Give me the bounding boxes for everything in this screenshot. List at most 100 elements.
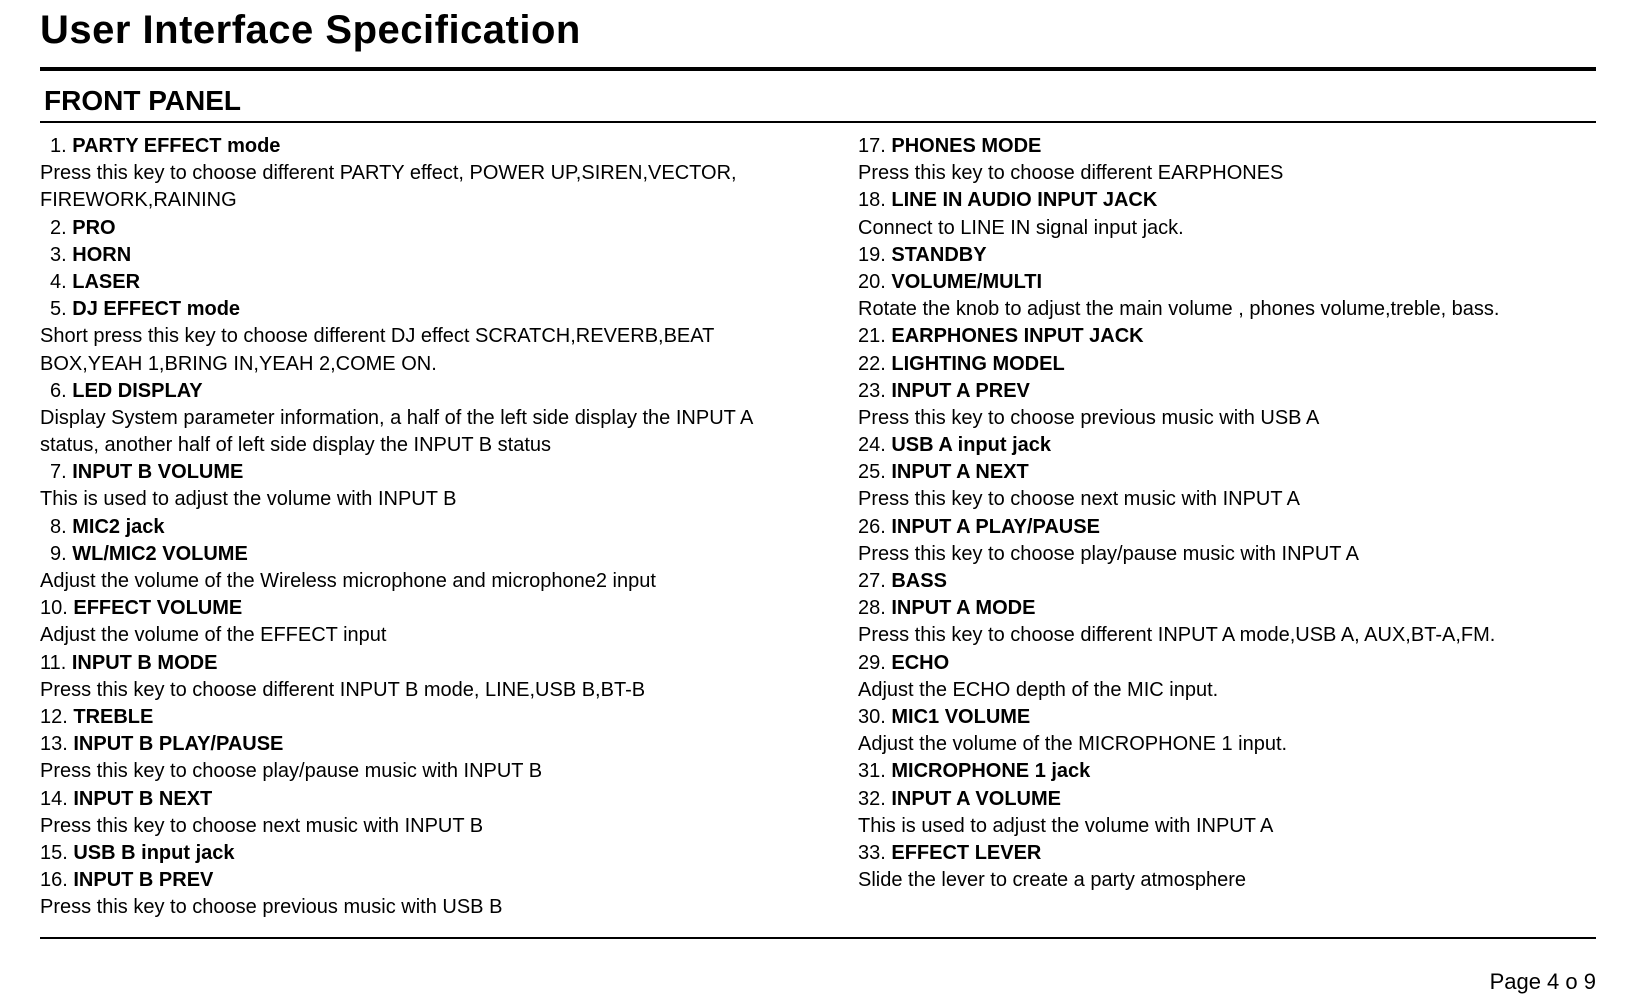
item-title: TREBLE — [73, 706, 153, 728]
item-title: INPUT A MODE — [891, 597, 1035, 619]
list-item: 30. MIC1 VOLUME — [858, 704, 1596, 731]
list-item: 28. INPUT A MODE — [858, 595, 1596, 622]
item-number: 1. — [40, 135, 72, 157]
item-number: 27. — [858, 570, 891, 592]
item-title: INPUT A NEXT — [891, 461, 1028, 483]
item-number: 11. — [40, 652, 72, 674]
item-number: 19. — [858, 244, 891, 266]
item-number: 25. — [858, 461, 891, 483]
item-description: Display System parameter information, a … — [40, 405, 778, 459]
list-item: 17. PHONES MODE — [858, 133, 1596, 160]
item-number: 15. — [40, 842, 73, 864]
item-number: 26. — [858, 516, 891, 538]
item-title: EFFECT LEVER — [891, 842, 1041, 864]
list-item: 6. LED DISPLAY — [40, 378, 778, 405]
item-title: INPUT B PLAY/PAUSE — [73, 733, 283, 755]
list-item: 1. PARTY EFFECT mode — [40, 133, 778, 160]
item-number: 32. — [858, 788, 891, 810]
list-item: 22. LIGHTING MODEL — [858, 351, 1596, 378]
list-item: 29. ECHO — [858, 650, 1596, 677]
item-description: Press this key to choose next music with… — [858, 486, 1596, 513]
list-item: 27. BASS — [858, 568, 1596, 595]
item-number: 4. — [40, 271, 72, 293]
item-title: USB A input jack — [891, 434, 1051, 456]
item-description: Rotate the knob to adjust the main volum… — [858, 296, 1596, 323]
item-title: EARPHONES INPUT JACK — [891, 325, 1143, 347]
list-item: 4. LASER — [40, 269, 778, 296]
item-title: INPUT B PREV — [73, 869, 213, 891]
item-title: PHONES MODE — [891, 135, 1041, 157]
list-item: 11. INPUT B MODE — [40, 650, 778, 677]
footer-divider — [40, 937, 1596, 939]
item-title: LED DISPLAY — [72, 380, 202, 402]
item-description: Press this key to choose previous music … — [40, 894, 778, 921]
item-number: 22. — [858, 353, 891, 375]
list-item: 20. VOLUME/MULTI — [858, 269, 1596, 296]
list-item: 9. WL/MIC2 VOLUME — [40, 541, 778, 568]
item-title: WL/MIC2 VOLUME — [72, 543, 248, 565]
list-item: 33. EFFECT LEVER — [858, 840, 1596, 867]
list-item: 24. USB A input jack — [858, 432, 1596, 459]
item-title: LINE IN AUDIO INPUT JACK — [891, 189, 1157, 211]
list-item: 2. PRO — [40, 215, 778, 242]
item-title: USB B input jack — [73, 842, 234, 864]
item-number: 20. — [858, 271, 891, 293]
item-number: 23. — [858, 380, 891, 402]
content-columns: 1. PARTY EFFECT mode Press this key to ch… — [40, 133, 1596, 921]
item-description: Press this key to choose different INPUT… — [40, 677, 778, 704]
item-title: MIC1 VOLUME — [891, 706, 1030, 728]
section-title: FRONT PANEL — [44, 85, 1596, 117]
item-number: 21. — [858, 325, 891, 347]
item-title: INPUT A PLAY/PAUSE — [891, 516, 1100, 538]
item-title: LIGHTING MODEL — [891, 353, 1064, 375]
item-title: STANDBY — [891, 244, 986, 266]
item-title: INPUT A VOLUME — [891, 788, 1061, 810]
list-item: 19. STANDBY — [858, 242, 1596, 269]
right-column: 17. PHONES MODEPress this key to choose … — [858, 133, 1596, 921]
item-description: This is used to adjust the volume with I… — [40, 486, 778, 513]
item-description: Press this key to choose previous music … — [858, 405, 1596, 432]
item-title: INPUT B VOLUME — [72, 461, 243, 483]
list-item: 23. INPUT A PREV — [858, 378, 1596, 405]
item-title: MIC2 jack — [72, 516, 164, 538]
item-description: Press this key to choose play/pause musi… — [858, 541, 1596, 568]
item-title: LASER — [72, 271, 140, 293]
page-number: Page 4 o 9 — [1490, 969, 1596, 995]
item-title: VOLUME/MULTI — [891, 271, 1042, 293]
page-title: User Interface Specification — [40, 8, 1596, 53]
item-description: Adjust the ECHO depth of the MIC input. — [858, 677, 1596, 704]
list-item: 18. LINE IN AUDIO INPUT JACK — [858, 187, 1596, 214]
item-number: 10. — [40, 597, 73, 619]
item-title: EFFECT VOLUME — [73, 597, 242, 619]
item-number: 13. — [40, 733, 73, 755]
list-item: 16. INPUT B PREV — [40, 867, 778, 894]
list-item: 21. EARPHONES INPUT JACK — [858, 323, 1596, 350]
item-title: HORN — [72, 244, 131, 266]
item-number: 9. — [40, 543, 72, 565]
item-title: PARTY EFFECT mode — [72, 135, 280, 157]
item-description: Short press this key to choose different… — [40, 323, 778, 377]
item-number: 5. — [40, 298, 72, 320]
item-number: 29. — [858, 652, 891, 674]
item-number: 2. — [40, 217, 72, 239]
item-number: 6. — [40, 380, 72, 402]
item-number: 33. — [858, 842, 891, 864]
item-description: Press this key to choose different EARPH… — [858, 160, 1596, 187]
document-page: User Interface Specification FRONT PANEL… — [0, 8, 1636, 1001]
list-item: 14. INPUT B NEXT — [40, 786, 778, 813]
title-divider — [40, 67, 1596, 71]
item-number: 30. — [858, 706, 891, 728]
list-item: 7. INPUT B VOLUME — [40, 459, 778, 486]
item-number: 31. — [858, 760, 891, 782]
item-number: 3. — [40, 244, 72, 266]
item-description: Press this key to choose next music with… — [40, 813, 778, 840]
list-item: 10. EFFECT VOLUME — [40, 595, 778, 622]
list-item: 31. MICROPHONE 1 jack — [858, 758, 1596, 785]
item-title: DJ EFFECT mode — [72, 298, 240, 320]
item-title: INPUT B NEXT — [73, 788, 212, 810]
item-description: Press this key to choose play/pause musi… — [40, 758, 778, 785]
list-item: 26. INPUT A PLAY/PAUSE — [858, 514, 1596, 541]
item-description: Press this key to choose different INPUT… — [858, 622, 1596, 649]
list-item: 12. TREBLE — [40, 704, 778, 731]
item-number: 7. — [40, 461, 72, 483]
